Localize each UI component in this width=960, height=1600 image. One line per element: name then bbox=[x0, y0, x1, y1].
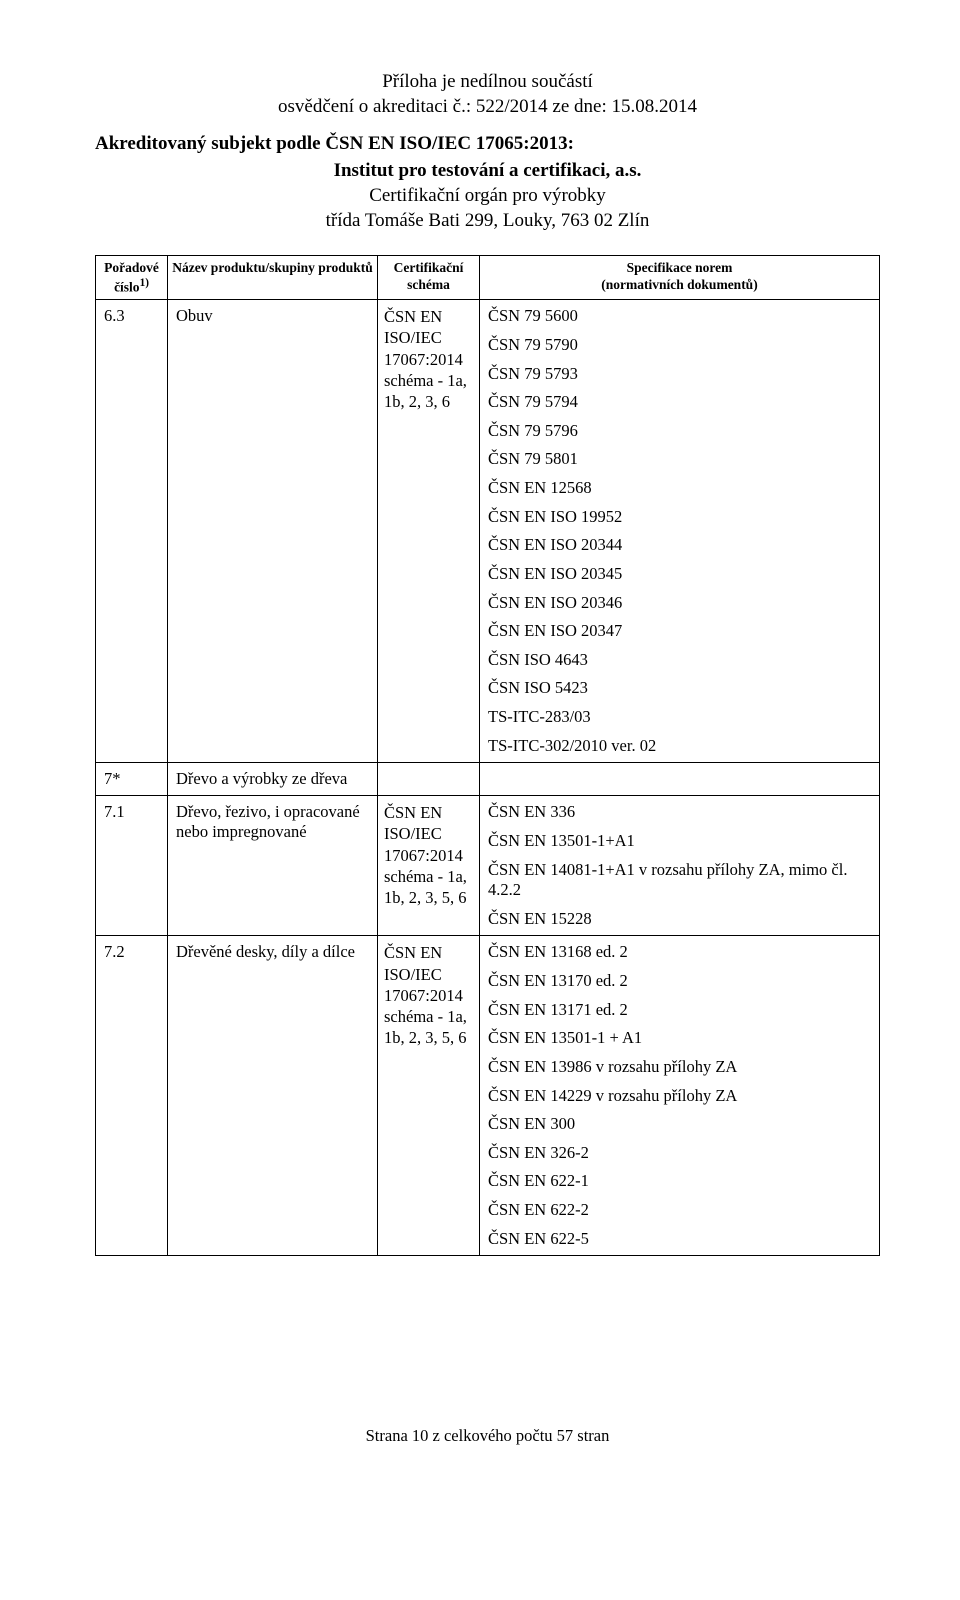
cell-number: 7* bbox=[96, 763, 168, 796]
cell-schema: ČSN EN ISO/IEC 17067:2014 schéma - 1a, 1… bbox=[378, 300, 480, 763]
cell-schema: ČSN EN ISO/IEC 17067:2014 schéma - 1a, 1… bbox=[378, 796, 480, 936]
spec-item: ČSN 79 5794 bbox=[488, 392, 871, 413]
spec-item: ČSN 79 5801 bbox=[488, 449, 871, 470]
cell-spec bbox=[480, 763, 880, 796]
th-schema-l2: schéma bbox=[407, 277, 450, 292]
main-table: Pořadové číslo1) Název produktu/skupiny … bbox=[95, 255, 880, 1256]
cell-number: 7.2 bbox=[96, 936, 168, 1256]
th-product-name: Název produktu/skupiny produktů bbox=[168, 256, 378, 300]
spec-item: ČSN EN 622-1 bbox=[488, 1171, 871, 1192]
th-number-l1: Pořadové bbox=[104, 260, 159, 275]
spec-item: ČSN EN 336 bbox=[488, 802, 871, 823]
spec-item: ČSN EN ISO 20347 bbox=[488, 621, 871, 642]
th-spec-l1: Specifikace norem bbox=[627, 260, 733, 275]
cell-product-name: Dřevo, řezivo, i opracované nebo impregn… bbox=[168, 796, 378, 936]
cell-schema bbox=[378, 763, 480, 796]
th-number: Pořadové číslo1) bbox=[96, 256, 168, 300]
spec-item: ČSN EN 13501-1 + A1 bbox=[488, 1028, 871, 1049]
cell-product-name: Dřevěné desky, díly a dílce bbox=[168, 936, 378, 1256]
spec-item: ČSN EN 14229 v rozsahu přílohy ZA bbox=[488, 1086, 871, 1107]
th-schema-l1: Certifikační bbox=[394, 260, 464, 275]
spec-item: ČSN ISO 4643 bbox=[488, 650, 871, 671]
spec-item: ČSN EN ISO 20345 bbox=[488, 564, 871, 585]
cell-product-name: Obuv bbox=[168, 300, 378, 763]
cell-number: 7.1 bbox=[96, 796, 168, 936]
cell-number: 6.3 bbox=[96, 300, 168, 763]
header-sub3: třída Tomáše Bati 299, Louky, 763 02 Zlí… bbox=[326, 210, 650, 231]
cell-product-name: Dřevo a výrobky ze dřeva bbox=[168, 763, 378, 796]
spec-item: ČSN EN 13171 ed. 2 bbox=[488, 1000, 871, 1021]
spec-item: ČSN EN 622-5 bbox=[488, 1229, 871, 1250]
spec-item: TS-ITC-302/2010 ver. 02 bbox=[488, 736, 871, 757]
th-spec-l2: (normativních dokumentů) bbox=[601, 277, 757, 292]
spec-item: ČSN EN ISO 19952 bbox=[488, 507, 871, 528]
header-line1: Příloha je nedílnou součástí bbox=[382, 71, 593, 92]
spec-item: ČSN 79 5600 bbox=[488, 306, 871, 327]
spec-item: ČSN EN 15228 bbox=[488, 909, 871, 930]
header-center: Příloha je nedílnou součástí osvědčení o… bbox=[95, 70, 880, 119]
spec-item: ČSN ISO 5423 bbox=[488, 678, 871, 699]
spec-item: ČSN EN 12568 bbox=[488, 478, 871, 499]
spec-item: ČSN EN 13168 ed. 2 bbox=[488, 942, 871, 963]
table-row: 7.1Dřevo, řezivo, i opracované nebo impr… bbox=[96, 796, 880, 936]
table-row: 7.2Dřevěné desky, díly a dílceČSN EN ISO… bbox=[96, 936, 880, 1256]
spec-item: ČSN 79 5793 bbox=[488, 364, 871, 385]
header-line2: osvědčení o akreditaci č.: 522/2014 ze d… bbox=[278, 96, 697, 117]
cell-spec: ČSN 79 5600 ČSN 79 5790 ČSN 79 5793 ČSN 79 … bbox=[480, 300, 880, 763]
spec-item: ČSN EN 13170 ed. 2 bbox=[488, 971, 871, 992]
spec-item: ČSN 79 5796 bbox=[488, 421, 871, 442]
spec-item: ČSN EN 14081-1+A1 v rozsahu přílohy ZA, … bbox=[488, 860, 871, 901]
page-footer: Strana 10 z celkového počtu 57 stran bbox=[95, 1426, 880, 1446]
th-number-l2: číslo bbox=[114, 279, 140, 294]
header-sub1: Institut pro testování a certifikaci, a.… bbox=[334, 160, 642, 181]
cell-spec: ČSN EN 336 ČSN EN 13501-1+A1 ČSN EN 14081-… bbox=[480, 796, 880, 936]
header-sub: Institut pro testování a certifikaci, a.… bbox=[95, 159, 880, 233]
spec-item: ČSN EN 622-2 bbox=[488, 1200, 871, 1221]
spec-item: TS-ITC-283/03 bbox=[488, 707, 871, 728]
spec-item: ČSN 79 5790 bbox=[488, 335, 871, 356]
header-sub2: Certifikační orgán pro výrobky bbox=[369, 185, 606, 206]
table-row: 7*Dřevo a výrobky ze dřeva bbox=[96, 763, 880, 796]
spec-item: ČSN EN 13501-1+A1 bbox=[488, 831, 871, 852]
spec-item: ČSN EN 13986 v rozsahu přílohy ZA bbox=[488, 1057, 871, 1078]
cell-spec: ČSN EN 13168 ed. 2 ČSN EN 13170 ed. 2 ČSN … bbox=[480, 936, 880, 1256]
th-number-sup: 1) bbox=[140, 277, 149, 289]
spec-item: ČSN EN ISO 20344 bbox=[488, 535, 871, 556]
spec-item: ČSN EN 300 bbox=[488, 1114, 871, 1135]
table-row: 6.3ObuvČSN EN ISO/IEC 17067:2014 schéma … bbox=[96, 300, 880, 763]
th-spec: Specifikace norem (normativních dokument… bbox=[480, 256, 880, 300]
header-left: Akreditovaný subjekt podle ČSN EN ISO/IE… bbox=[95, 133, 880, 155]
spec-item: ČSN EN ISO 20346 bbox=[488, 593, 871, 614]
th-schema: Certifikační schéma bbox=[378, 256, 480, 300]
cell-schema: ČSN EN ISO/IEC 17067:2014 schéma - 1a, 1… bbox=[378, 936, 480, 1256]
spec-item: ČSN EN 326-2 bbox=[488, 1143, 871, 1164]
table-header-row: Pořadové číslo1) Název produktu/skupiny … bbox=[96, 256, 880, 300]
